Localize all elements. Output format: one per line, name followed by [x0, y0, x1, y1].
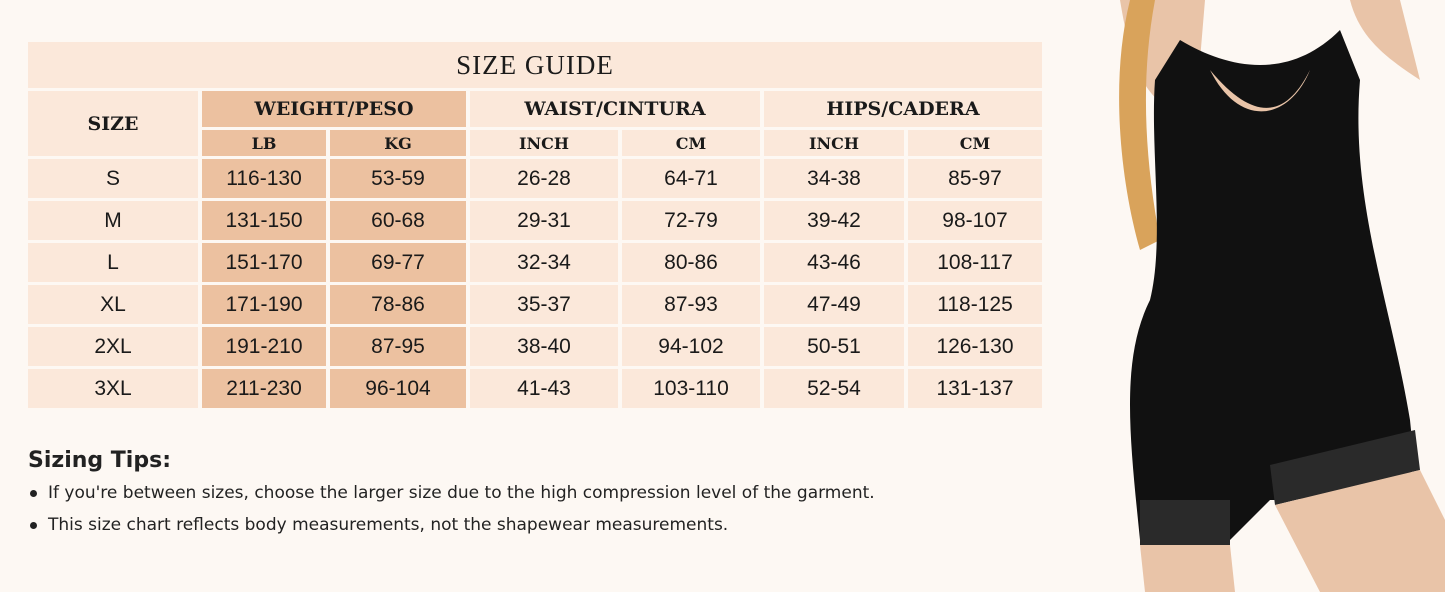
cell-waist-inch: 32-34 [470, 243, 618, 282]
table-title: SIZE GUIDE [28, 42, 1042, 88]
cell-hips-cm: 85-97 [908, 159, 1042, 198]
cell-lb: 171-190 [202, 285, 326, 324]
cell-size: S [28, 159, 198, 198]
cell-hips-cm: 108-117 [908, 243, 1042, 282]
table-row: 3XL 211-230 96-104 41-43 103-110 52-54 131-137 [28, 369, 1042, 408]
cell-lb: 116-130 [202, 159, 326, 198]
table-row: M 131-150 60-68 29-31 72-79 39-42 98-107 [28, 201, 1042, 240]
cell-kg: 96-104 [330, 369, 466, 408]
cell-size: 3XL [28, 369, 198, 408]
header-waist: WAIST/CINTURA [470, 91, 760, 127]
cell-kg: 69-77 [330, 243, 466, 282]
header-lb: LB [202, 130, 326, 156]
header-hips-cm: CM [908, 130, 1042, 156]
cell-waist-cm: 103-110 [622, 369, 760, 408]
cell-hips-inch: 52-54 [764, 369, 904, 408]
cell-size: L [28, 243, 198, 282]
cell-hips-cm: 131-137 [908, 369, 1042, 408]
garment-shape [1130, 30, 1415, 540]
cell-hips-inch: 43-46 [764, 243, 904, 282]
cell-waist-inch: 41-43 [470, 369, 618, 408]
cell-hips-inch: 50-51 [764, 327, 904, 366]
cell-waist-inch: 35-37 [470, 285, 618, 324]
cell-waist-cm: 80-86 [622, 243, 760, 282]
table-row: L 151-170 69-77 32-34 80-86 43-46 108-117 [28, 243, 1042, 282]
cell-hips-cm: 98-107 [908, 201, 1042, 240]
cell-waist-inch: 38-40 [470, 327, 618, 366]
size-guide-table: SIZE GUIDE SIZE WEIGHT/PESO WAIST/CINTUR… [24, 39, 1046, 411]
header-kg: KG [330, 130, 466, 156]
cell-waist-cm: 64-71 [622, 159, 760, 198]
cell-size: M [28, 201, 198, 240]
cell-kg: 53-59 [330, 159, 466, 198]
table-row: S 116-130 53-59 26-28 64-71 34-38 85-97 [28, 159, 1042, 198]
cell-hips-inch: 39-42 [764, 201, 904, 240]
cell-waist-cm: 94-102 [622, 327, 760, 366]
table-row: 2XL 191-210 87-95 38-40 94-102 50-51 126-130 [28, 327, 1042, 366]
cell-kg: 78-86 [330, 285, 466, 324]
header-hips-inch: INCH [764, 130, 904, 156]
cell-lb: 211-230 [202, 369, 326, 408]
cell-kg: 87-95 [330, 327, 466, 366]
cell-hips-inch: 47-49 [764, 285, 904, 324]
header-size: SIZE [28, 91, 198, 156]
cell-hips-cm: 118-125 [908, 285, 1042, 324]
cell-hips-cm: 126-130 [908, 327, 1042, 366]
cell-lb: 151-170 [202, 243, 326, 282]
cell-lb: 191-210 [202, 327, 326, 366]
table-row: XL 171-190 78-86 35-37 87-93 47-49 118-125 [28, 285, 1042, 324]
cell-lb: 131-150 [202, 201, 326, 240]
cell-waist-cm: 72-79 [622, 201, 760, 240]
tips-heading: Sizing Tips: [28, 448, 171, 473]
cell-hips-inch: 34-38 [764, 159, 904, 198]
header-weight: WEIGHT/PESO [202, 91, 466, 127]
header-hips: HIPS/CADERA [764, 91, 1042, 127]
cell-waist-inch: 29-31 [470, 201, 618, 240]
header-waist-cm: CM [622, 130, 760, 156]
sizing-tips: Sizing Tips: If you're between sizes, ch… [28, 448, 875, 547]
cell-waist-cm: 87-93 [622, 285, 760, 324]
tip-item: This size chart reflects body measuremen… [28, 515, 875, 535]
tip-item: If you're between sizes, choose the larg… [28, 483, 875, 503]
cell-waist-inch: 26-28 [470, 159, 618, 198]
header-waist-inch: INCH [470, 130, 618, 156]
cell-kg: 60-68 [330, 201, 466, 240]
model-photo [1119, 0, 1445, 592]
cell-size: XL [28, 285, 198, 324]
cell-size: 2XL [28, 327, 198, 366]
